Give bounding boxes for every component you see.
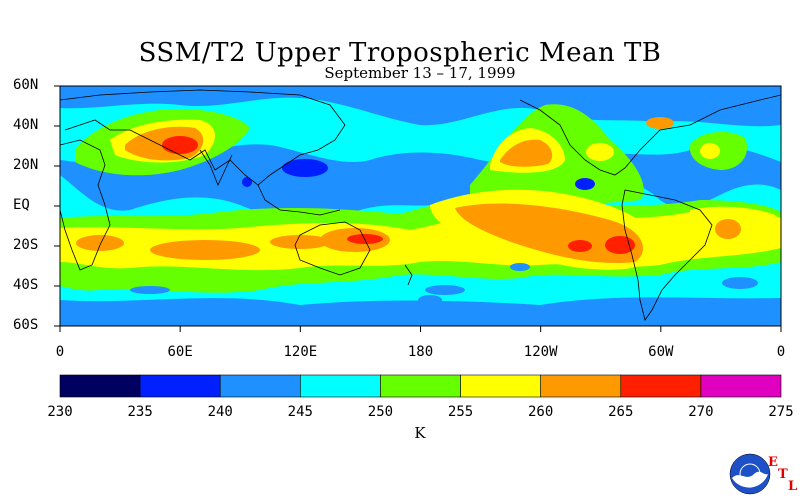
field-orange-2 [150, 240, 260, 260]
lat-label: EQ [13, 197, 30, 213]
field-sblue-5 [722, 277, 758, 289]
field-orange-3 [270, 235, 330, 249]
colorbar-tick-label: 250 [367, 404, 394, 420]
coast-samerica [621, 189, 713, 321]
colorbar-tick-label: 275 [768, 404, 794, 420]
field-red-asia [162, 136, 198, 154]
lat-label: 40N [13, 117, 39, 133]
colorbar-tick-label: 240 [207, 404, 233, 420]
lat-label: 60N [13, 77, 39, 93]
field-orange-1 [76, 235, 124, 251]
colorbar-bin [540, 374, 622, 398]
coastlines [60, 89, 781, 321]
colorbar [59, 374, 782, 398]
lat-label: 40S [13, 277, 39, 293]
colorbar-tick-label: 265 [608, 404, 634, 420]
lon-label: 60W [648, 344, 674, 360]
lon-label: 120E [283, 344, 318, 360]
colorbar-tick-label: 245 [287, 404, 313, 420]
map-field [60, 86, 781, 326]
coast-eurasia [60, 89, 346, 186]
map-title: SSM/T2 Upper Tropospheric Mean TB [138, 38, 662, 68]
colorbar-bin [219, 374, 301, 398]
field-epac-orange [455, 203, 643, 264]
field-dblue-1 [282, 159, 328, 177]
field-sblue-2 [425, 285, 465, 295]
field-sblue-3 [418, 295, 442, 305]
coast-india [199, 149, 233, 187]
colorbar-units: K [414, 424, 426, 442]
coast-namerica [519, 94, 781, 176]
colorbar-bin [460, 374, 541, 398]
field-satl-orange [715, 219, 741, 239]
field-red-3 [605, 236, 635, 254]
coast-africa [60, 139, 111, 271]
noaa-logo-icon [729, 453, 771, 495]
coast-nz [404, 264, 413, 286]
colorbar-bin [620, 374, 702, 398]
map-subtitle: September 13 – 17, 1999 [324, 64, 516, 82]
field-dblue-2 [575, 178, 595, 190]
field-carib-yellow [586, 143, 614, 161]
colorbar-bin [300, 374, 381, 398]
lat-label: 60S [13, 317, 39, 333]
logo-letter-e: E [768, 455, 778, 470]
colorbar-bin [139, 374, 221, 398]
lon-label: 0 [55, 344, 65, 360]
field-red-1 [347, 234, 383, 244]
lon-label: 0 [776, 344, 786, 360]
field-atl-yellow [700, 143, 720, 159]
lon-label: 60E [167, 344, 193, 360]
colorbar-tick-label: 255 [447, 404, 474, 420]
colorbar-bin [700, 374, 782, 398]
colorbar-tick-label: 260 [528, 404, 554, 420]
coast-australia [294, 221, 371, 276]
colorbar-tick-label: 235 [127, 404, 153, 420]
field-sblue-1 [130, 286, 170, 294]
lon-label: 180 [407, 344, 434, 360]
field-red-2 [568, 240, 592, 252]
colorbar-bin [380, 374, 461, 398]
colorbar-bin [59, 374, 141, 398]
lon-ticks [59, 326, 782, 332]
field-natl-orange [646, 117, 674, 129]
lat-label: 20S [13, 237, 39, 253]
lat-label: 20N [13, 157, 39, 173]
field-dblue-3 [242, 177, 252, 187]
colorbar-tick-label: 270 [688, 404, 714, 420]
field-na-orange [500, 139, 553, 167]
lon-label: 120W [523, 344, 558, 360]
colorbar-tick-label: 230 [47, 404, 73, 420]
logo-letter-l: L [788, 479, 798, 494]
field-south-blue [60, 297, 781, 326]
field-sblue-4 [510, 263, 530, 271]
lat-ticks [54, 85, 60, 327]
logo-letter-t: T [778, 467, 788, 482]
coast-seasia [257, 184, 341, 216]
field-north-blue [60, 86, 781, 127]
